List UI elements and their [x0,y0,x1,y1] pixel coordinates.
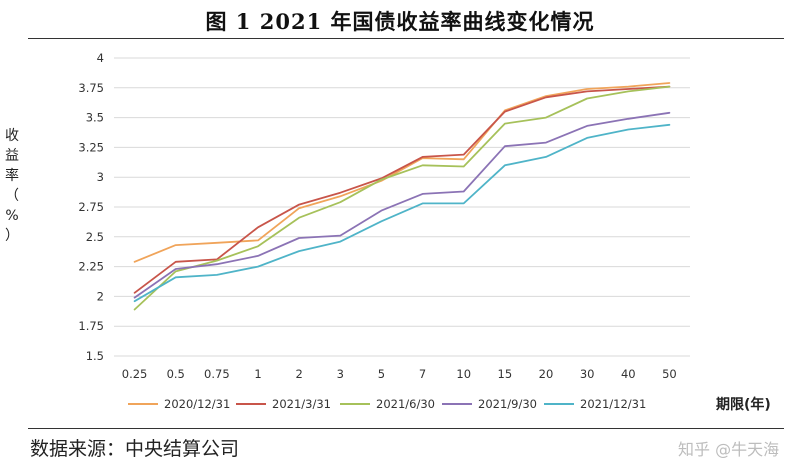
x-tick-label: 15 [498,367,513,381]
y-tick-label: 2.75 [78,200,104,214]
y-axis-label-char: 率 [5,168,19,184]
legend-label: 2021/6/30 [376,397,435,411]
legend-label: 2021/12/31 [580,397,646,411]
y-tick-label: 3.25 [78,140,104,154]
x-tick-label: 10 [456,367,471,381]
y-tick-label: 3.5 [86,111,104,125]
top-rule [28,38,784,39]
y-axis-label-char: 益 [5,148,19,164]
x-tick-label: 2 [295,367,302,381]
watermark: 知乎 @牛天海 [678,440,780,459]
x-tick-label: 5 [378,367,385,381]
series-line [133,85,671,311]
bottom-rule [28,428,784,429]
x-tick-label: 20 [539,367,554,381]
y-tick-label: 2.5 [86,230,104,244]
x-tick-labels: 0.25 0.5 0.75 1 2 3 5 7 10 15 20 30 40 50 [122,367,677,381]
x-tick-label: 0.5 [167,367,185,381]
y-axis-label-char: % [5,208,19,224]
series-line [133,85,671,294]
y-axis-label-char: （ [5,188,19,204]
series-line [133,111,671,299]
y-tick-label: 2 [97,289,104,303]
y-tick-label: 2.25 [78,260,104,274]
line-chart: 1.5 1.75 2 2.25 2.5 2.75 3 3.25 3.5 3.75 4 0.25 0.5… [78,51,690,411]
x-tick-label: 50 [662,367,677,381]
grid-layer [114,57,690,357]
y-axis-label-char: ） [5,228,19,244]
y-tick-label: 1.5 [86,349,104,363]
x-tick-label: 0.25 [122,367,148,381]
y-tick-label: 1.75 [78,319,104,333]
legend: 2020/12/31 2021/3/31 2021/6/30 2021/9/30 202… [128,397,646,411]
x-axis-label: 期限(年) [716,397,771,413]
series-lines [133,82,671,311]
y-tick-label: 3.75 [78,81,104,95]
legend-label: 2021/9/30 [478,397,537,411]
y-axis-label-text: 收益率 （% ） [4,126,20,246]
y-tick-label: 3 [97,170,104,184]
y-axis-label: 收益率 （% ） [4,126,20,246]
chart-title: 图 1 2021 年国债收益率曲线变化情况 [205,9,595,34]
x-tick-label: 30 [580,367,595,381]
x-tick-label: 0.75 [204,367,230,381]
y-axis-label-char: 收 [5,128,19,144]
x-tick-label: 3 [337,367,344,381]
y-tick-labels: 1.5 1.75 2 2.25 2.5 2.75 3 3.25 3.5 3.75 4 [78,51,104,363]
series-line [133,123,671,303]
x-tick-label: 40 [621,367,636,381]
y-tick-label: 4 [97,51,104,65]
source-note: 数据来源：中央结算公司 [30,438,240,460]
series-line [133,82,671,263]
legend-label: 2021/3/31 [272,397,331,411]
x-tick-label: 1 [254,367,261,381]
legend-label: 2020/12/31 [164,397,230,411]
x-tick-label: 7 [419,367,426,381]
